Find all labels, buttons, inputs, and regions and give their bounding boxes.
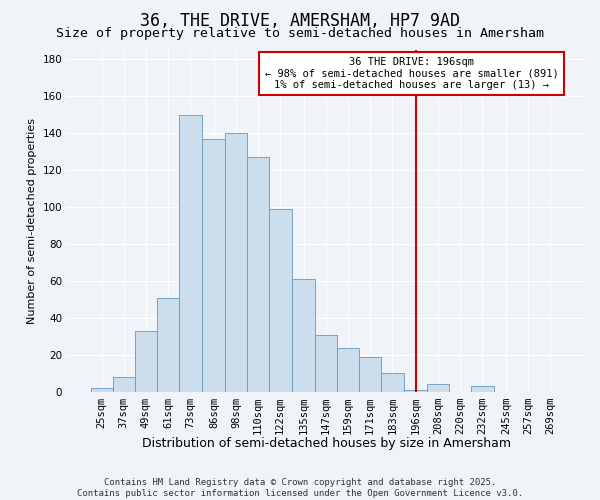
Bar: [113, 377, 135, 392]
Bar: [472, 386, 494, 392]
Text: Size of property relative to semi-detached houses in Amersham: Size of property relative to semi-detach…: [56, 28, 544, 40]
Bar: [404, 390, 427, 392]
Bar: [225, 133, 247, 392]
X-axis label: Distribution of semi-detached houses by size in Amersham: Distribution of semi-detached houses by …: [142, 437, 511, 450]
Bar: [157, 298, 179, 392]
Text: Contains HM Land Registry data © Crown copyright and database right 2025.
Contai: Contains HM Land Registry data © Crown c…: [77, 478, 523, 498]
Text: 36 THE DRIVE: 196sqm
← 98% of semi-detached houses are smaller (891)
1% of semi-: 36 THE DRIVE: 196sqm ← 98% of semi-detac…: [265, 57, 559, 90]
Bar: [359, 357, 381, 392]
Bar: [247, 157, 269, 392]
Bar: [91, 388, 113, 392]
Bar: [337, 348, 359, 392]
Text: 36, THE DRIVE, AMERSHAM, HP7 9AD: 36, THE DRIVE, AMERSHAM, HP7 9AD: [140, 12, 460, 30]
Bar: [381, 374, 404, 392]
Bar: [202, 138, 225, 392]
Bar: [179, 114, 202, 392]
Bar: [315, 334, 337, 392]
Bar: [292, 279, 315, 392]
Y-axis label: Number of semi-detached properties: Number of semi-detached properties: [27, 118, 37, 324]
Bar: [427, 384, 449, 392]
Bar: [135, 331, 157, 392]
Bar: [269, 209, 292, 392]
